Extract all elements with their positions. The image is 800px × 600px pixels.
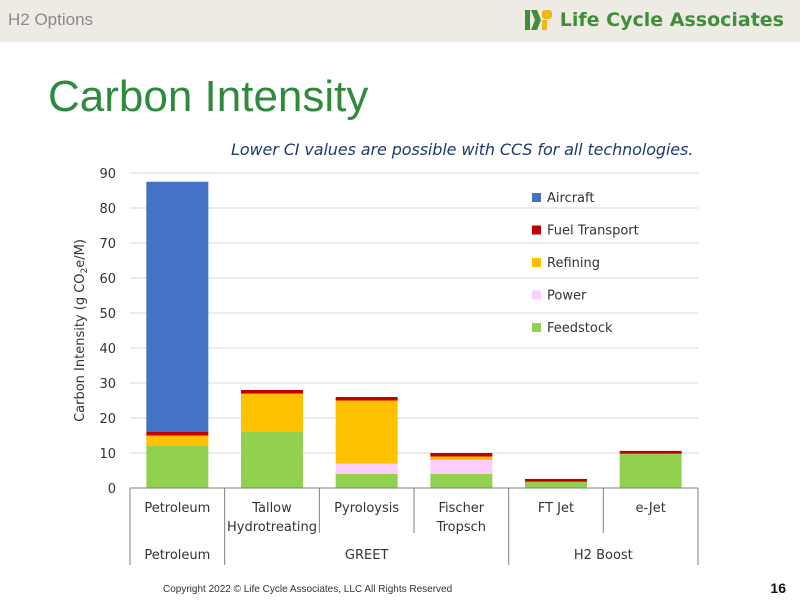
bar-segment-feedstock (430, 474, 493, 488)
bar-segment-fuel-transport (241, 390, 303, 394)
bar-segment-feedstock (335, 474, 398, 488)
y-tick-label: 70 (99, 237, 116, 252)
x-tick-label: FT Jet (538, 501, 574, 516)
x-tick-label: Tallow (251, 501, 292, 516)
y-tick-label: 20 (99, 412, 116, 427)
bar-segment-refining (335, 400, 398, 464)
legend-swatch (532, 323, 541, 332)
brand: Life Cycle Associates (524, 8, 784, 32)
legend-label: Aircraft (547, 191, 594, 206)
legend-swatch (532, 258, 541, 267)
y-tick-label: 80 (99, 202, 116, 217)
y-tick-label: 50 (99, 307, 116, 322)
y-tick-label: 90 (99, 167, 116, 182)
y-tick-label: 10 (99, 447, 116, 462)
x-tick-label: Tropsch (436, 520, 486, 535)
legend-swatch (532, 225, 541, 235)
legend-label: Refining (547, 256, 600, 271)
x-tick-label: Pyroloysis (334, 501, 399, 516)
bar-segment-refining (146, 435, 209, 446)
bar-segment-refining (430, 456, 493, 460)
group-label: GREET (345, 548, 389, 563)
page-number: 16 (770, 580, 786, 596)
y-tick-label: 40 (99, 342, 116, 357)
chart-note: Lower CI values are possible with CCS fo… (231, 140, 694, 159)
brand-name: Life Cycle Associates (559, 9, 784, 31)
legend-label: Fuel Transport (547, 224, 639, 239)
bar-segment-refining (241, 393, 303, 432)
bar-segment-fuel-transport (525, 478, 587, 482)
group-label: H2 Boost (574, 548, 633, 563)
bar-segment-feedstock (241, 432, 303, 488)
bar-segment-power (335, 463, 398, 474)
deck-title: H2 Options (8, 10, 94, 29)
bar-segment-fuel-transport (335, 397, 398, 401)
legend-label: Feedstock (547, 321, 613, 336)
y-axis-label: Carbon Intensity (g CO2e/M) (73, 239, 90, 422)
y-tick-label: 60 (99, 272, 116, 287)
x-tick-label: e-Jet (635, 501, 665, 516)
bar-segment-fuel-transport (430, 453, 493, 457)
bar-segment-feedstock (146, 446, 209, 488)
copyright-text: Copyright 2022 © Life Cycle Associates, … (163, 584, 453, 595)
x-tick-label: Petroleum (144, 501, 210, 516)
brand-logo-icon (524, 10, 552, 30)
header-bar: H2 Options Life Cycle Associates (0, 0, 800, 42)
bar-segment-power (430, 460, 493, 474)
bar-segment-feedstock (619, 453, 682, 488)
legend-label: Power (547, 289, 587, 304)
bar-segment-feedstock (525, 481, 587, 488)
y-tick-label: 30 (99, 377, 116, 392)
legend-swatch (532, 290, 541, 300)
legend-swatch (532, 193, 541, 202)
group-label: Petroleum (144, 548, 210, 563)
y-tick-label: 0 (108, 482, 116, 497)
bar-segment-aircraft (146, 181, 209, 432)
x-tick-label: Hydrotreating (227, 520, 317, 535)
bar-segment-fuel-transport (619, 450, 682, 454)
bar-segment-fuel-transport (146, 432, 209, 436)
x-tick-label: Fischer (439, 501, 485, 516)
slide-title: Carbon Intensity (48, 72, 369, 121)
